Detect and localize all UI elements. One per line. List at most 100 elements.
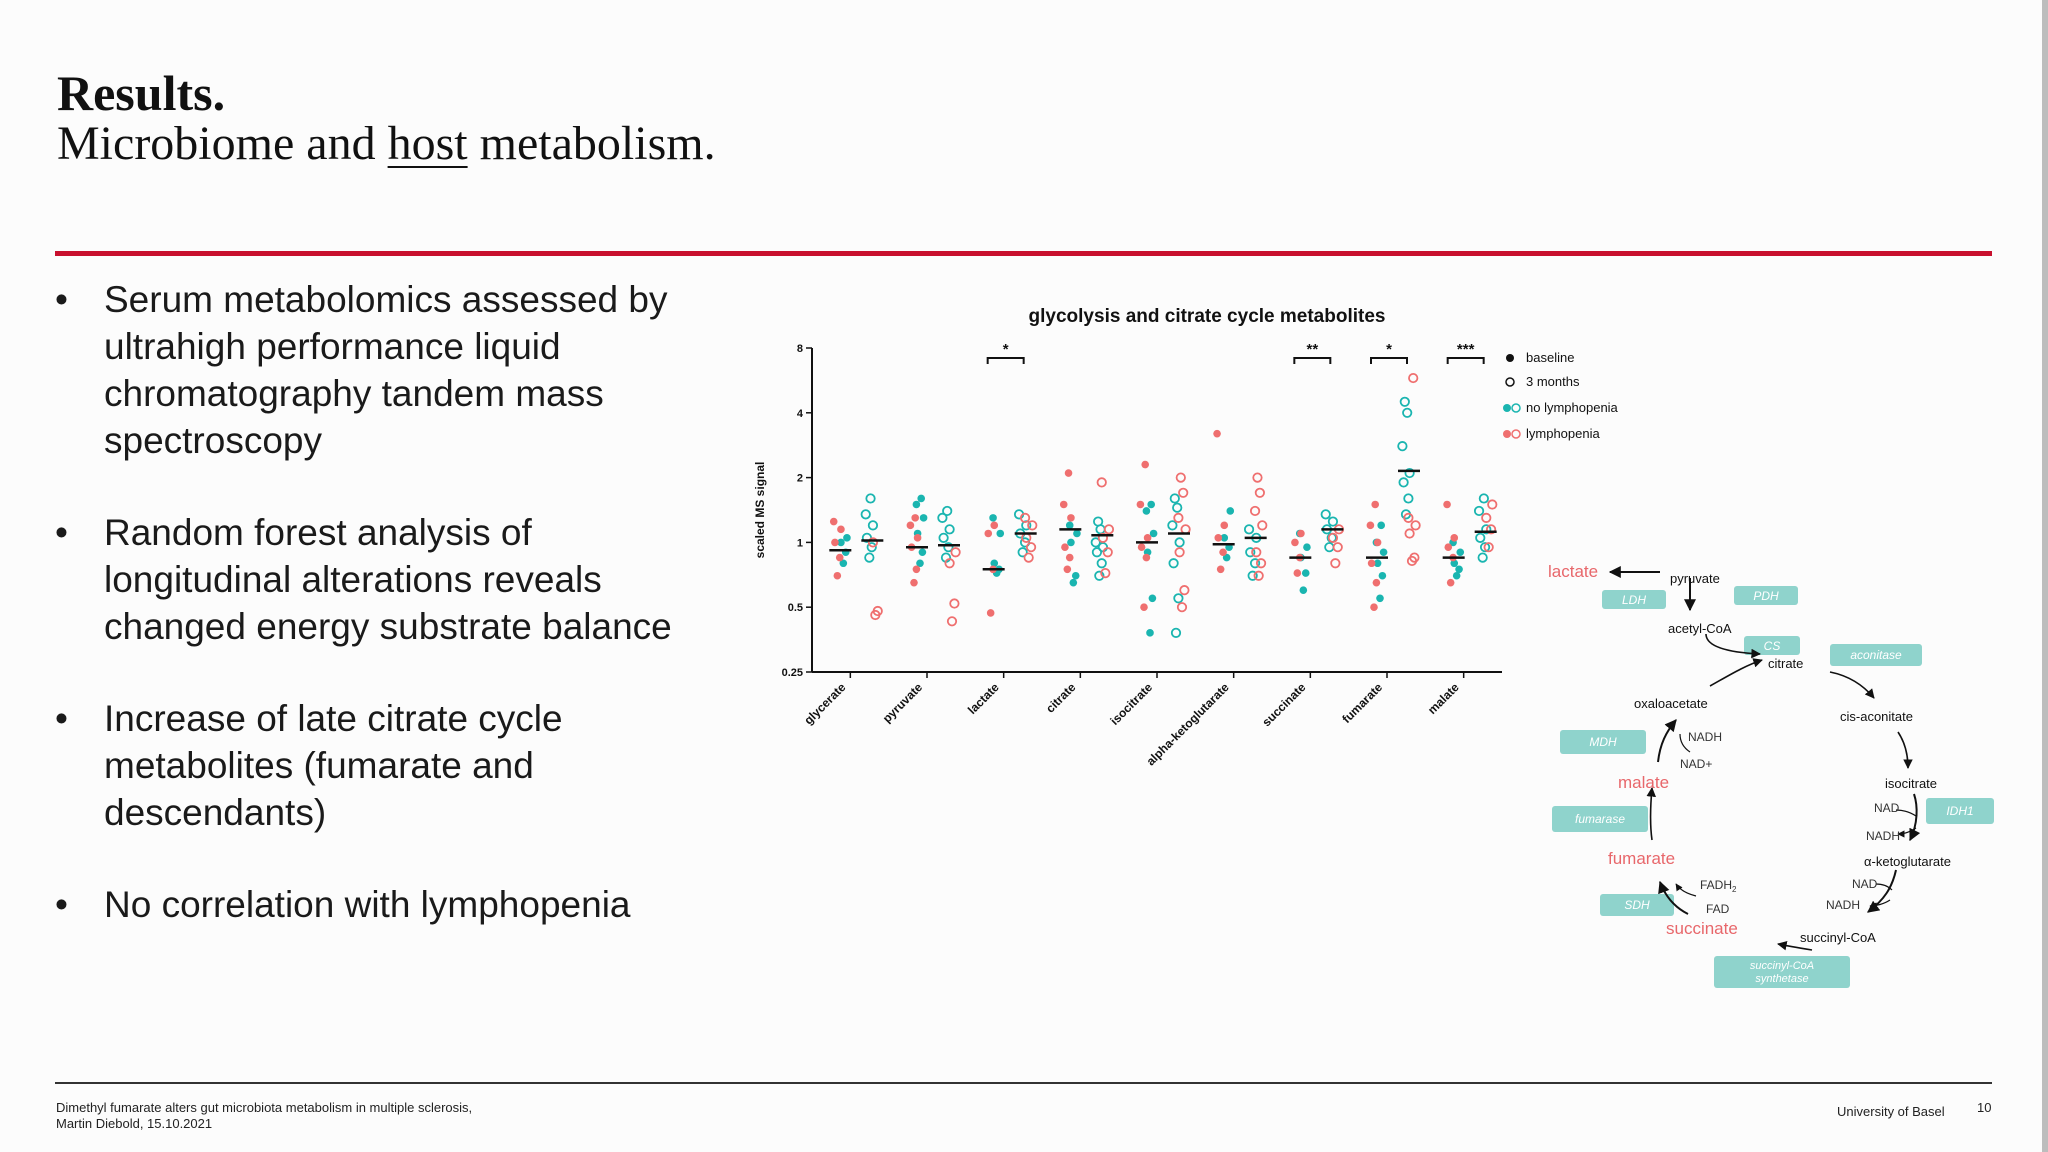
bullet-dot: • bbox=[55, 512, 68, 553]
x-tick-label: succinate bbox=[1259, 680, 1308, 729]
citrate-cycle-diagram: LDH PDH CS aconitase IDH1 MDH fumarase S… bbox=[1530, 548, 2010, 998]
bullet-item: • Serum metabolomics assessed by ultrahig… bbox=[55, 276, 715, 464]
footer-citation: Dimethyl fumarate alters gut microbiota … bbox=[56, 1100, 472, 1132]
data-point bbox=[1487, 499, 1498, 510]
data-point bbox=[912, 565, 921, 574]
footer-rule bbox=[55, 1082, 1992, 1084]
data-point bbox=[1299, 586, 1308, 594]
label-malate: malate bbox=[1618, 773, 1669, 792]
data-point bbox=[1219, 548, 1227, 557]
arrow-fadh bbox=[1675, 883, 1697, 897]
data-point bbox=[1330, 558, 1341, 569]
data-point bbox=[942, 505, 953, 517]
data-point bbox=[937, 512, 948, 523]
y-axis-label: scaled MS signal bbox=[753, 462, 767, 559]
data-point bbox=[1178, 487, 1189, 498]
enzyme-box-scs bbox=[1714, 956, 1850, 988]
arrow-isocitrate-akg bbox=[1909, 793, 1921, 842]
enzyme-aconitase: aconitase bbox=[1850, 648, 1902, 662]
data-point bbox=[1370, 603, 1378, 611]
data-point bbox=[1216, 565, 1225, 574]
fadh-subscript: 2 bbox=[1732, 885, 1737, 894]
label-lactate: lactate bbox=[1548, 562, 1598, 581]
data-point bbox=[1403, 512, 1414, 523]
data-point bbox=[1450, 559, 1459, 568]
data-point bbox=[1450, 534, 1459, 542]
label-nad-kgdh: NAD bbox=[1852, 877, 1878, 891]
data-point bbox=[1176, 602, 1188, 613]
data-point bbox=[1409, 552, 1420, 563]
data-point bbox=[1017, 547, 1028, 558]
bullet-item: • No correlation with lymphopenia bbox=[55, 881, 715, 928]
data-point bbox=[1291, 538, 1299, 547]
data-point bbox=[1172, 502, 1183, 513]
data-point bbox=[1214, 534, 1223, 542]
data-point bbox=[1293, 569, 1302, 577]
bullet-text: Random forest analysis of longitudinal a… bbox=[104, 512, 672, 647]
data-point bbox=[1175, 472, 1186, 483]
data-point bbox=[1399, 396, 1410, 407]
subtitle-underlined: host bbox=[387, 117, 468, 170]
page-number: 10 bbox=[1977, 1100, 1992, 1115]
data-point bbox=[946, 616, 958, 627]
enzyme-box-ldh bbox=[1602, 590, 1666, 609]
data-point bbox=[1397, 441, 1408, 452]
data-point bbox=[1226, 507, 1235, 515]
label-fad: FAD bbox=[1706, 902, 1730, 916]
data-point bbox=[1071, 571, 1080, 580]
data-point bbox=[839, 559, 848, 568]
enzyme-scs-line1: succinyl-CoA bbox=[1750, 960, 1814, 972]
data-point bbox=[1096, 477, 1107, 488]
label-pyruvate: pyruvate bbox=[1670, 571, 1720, 586]
window-edge bbox=[2042, 0, 2048, 1152]
y-tick-label: 4 bbox=[797, 408, 804, 420]
data-point bbox=[911, 514, 919, 522]
label-fadh2: FADH2 bbox=[1700, 878, 1737, 894]
data-point bbox=[1220, 534, 1229, 542]
x-tick-label: citrate bbox=[1043, 680, 1079, 716]
data-point bbox=[916, 559, 924, 568]
data-point bbox=[1455, 565, 1463, 574]
data-point bbox=[843, 534, 851, 542]
data-point bbox=[1069, 578, 1078, 587]
label-nadh-mdh: NADH bbox=[1688, 730, 1722, 744]
arrow-cisaconitate-isocitrate bbox=[1897, 731, 1913, 769]
data-point bbox=[872, 605, 883, 617]
subtitle-part-2: metabolism. bbox=[467, 117, 716, 170]
label-cis-aconitate: cis-aconitate bbox=[1840, 709, 1913, 724]
data-point bbox=[1452, 571, 1461, 580]
data-point bbox=[918, 548, 927, 557]
data-point bbox=[1479, 542, 1491, 553]
label-acetyl-coa: acetyl-CoA bbox=[1668, 621, 1732, 636]
data-point bbox=[919, 514, 928, 522]
bullet-list: • Serum metabolomics assessed by ultrahig… bbox=[55, 276, 715, 973]
label-nadh-idh: NADH bbox=[1866, 829, 1900, 843]
data-point bbox=[1245, 547, 1256, 558]
data-point bbox=[1169, 493, 1180, 504]
x-tick-label: fumarate bbox=[1339, 680, 1385, 726]
arrow-nad-kgdh bbox=[1875, 883, 1893, 891]
data-point bbox=[1137, 543, 1146, 551]
data-point bbox=[1327, 532, 1339, 543]
data-point bbox=[1147, 500, 1155, 509]
data-point bbox=[1091, 547, 1103, 558]
data-point bbox=[944, 558, 955, 569]
data-point bbox=[829, 517, 838, 526]
data-point bbox=[1143, 534, 1152, 542]
y-tick-label: 0.25 bbox=[782, 667, 803, 679]
data-point bbox=[1301, 569, 1310, 577]
data-point bbox=[1067, 538, 1075, 547]
data-point bbox=[1477, 552, 1488, 563]
arrow-nad-idh bbox=[1895, 809, 1917, 817]
data-point bbox=[1148, 594, 1157, 603]
data-point bbox=[1061, 543, 1069, 551]
data-point bbox=[837, 525, 845, 534]
enzyme-box-mdh bbox=[1560, 730, 1646, 754]
data-point bbox=[990, 521, 999, 530]
enzyme-scs-line2: synthetase bbox=[1755, 973, 1808, 985]
data-point bbox=[912, 500, 921, 509]
data-point bbox=[1142, 553, 1151, 562]
bullet-dot: • bbox=[55, 698, 68, 739]
significance-label: ** bbox=[1306, 341, 1318, 358]
data-point bbox=[1096, 558, 1107, 569]
